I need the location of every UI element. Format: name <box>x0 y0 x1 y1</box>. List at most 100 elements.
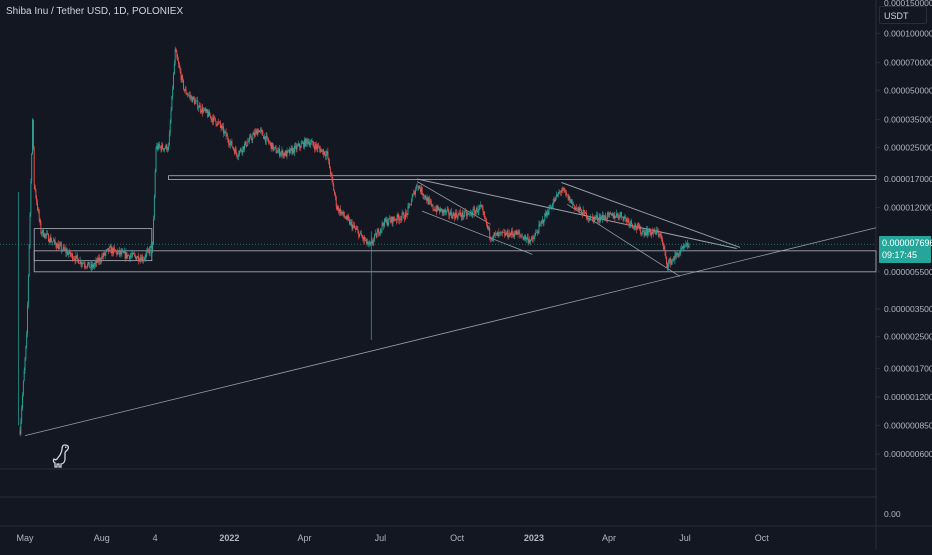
candle <box>656 227 658 234</box>
candle <box>427 196 429 205</box>
candle <box>350 219 352 227</box>
candle <box>675 250 677 259</box>
price-tick-label: 0.000005500 <box>884 267 932 277</box>
candle <box>226 133 228 137</box>
candle <box>190 94 192 100</box>
candle <box>418 185 420 191</box>
candle <box>80 259 82 268</box>
candle <box>362 234 364 242</box>
candle <box>20 417 22 437</box>
candle <box>245 139 247 148</box>
candle <box>505 230 507 237</box>
candle <box>105 249 107 257</box>
candle <box>90 260 92 271</box>
candle <box>360 230 362 236</box>
candle <box>240 147 242 152</box>
candle <box>102 252 104 260</box>
candle <box>113 245 114 257</box>
candle <box>103 251 105 257</box>
candle <box>254 128 255 139</box>
candle <box>489 225 491 241</box>
candle <box>284 149 286 157</box>
candle <box>299 143 300 151</box>
candle <box>42 229 43 237</box>
candle <box>538 220 540 235</box>
candle <box>349 219 351 226</box>
candle <box>55 242 57 249</box>
candle <box>214 117 216 122</box>
candle <box>322 149 324 156</box>
candle <box>63 243 65 251</box>
candle <box>264 136 266 145</box>
candle <box>115 250 117 254</box>
candle <box>218 121 220 124</box>
candle <box>250 134 252 141</box>
candle <box>33 146 35 189</box>
candle <box>260 126 262 134</box>
time-tick-label: Oct <box>450 533 465 543</box>
candle <box>467 211 469 216</box>
candle <box>511 227 513 238</box>
candle <box>630 220 632 228</box>
candle <box>127 254 129 259</box>
candle <box>519 229 521 239</box>
candle <box>83 260 85 270</box>
candle <box>602 212 604 219</box>
candle <box>274 146 275 151</box>
candle <box>180 68 182 83</box>
candle <box>119 251 121 258</box>
currency-selector[interactable]: USDT <box>879 6 927 24</box>
candle <box>195 97 197 105</box>
price-tick-label: 0.000025000 <box>884 142 932 152</box>
candle <box>324 150 326 160</box>
candle <box>92 261 94 271</box>
candle <box>453 211 455 216</box>
candle <box>253 130 255 136</box>
candle <box>296 143 298 152</box>
candle <box>553 196 555 204</box>
price-tick-label: 0.000017000 <box>884 174 932 184</box>
candle <box>440 208 442 212</box>
candle <box>348 214 350 221</box>
candle <box>585 212 587 214</box>
candle <box>45 233 47 239</box>
current-price-value: 0.000007696 <box>882 238 932 248</box>
candle <box>259 130 260 133</box>
candle <box>56 243 58 252</box>
candle <box>461 209 463 221</box>
candle <box>213 113 215 126</box>
candle <box>366 238 368 247</box>
time-tick-label: 4 <box>153 533 158 543</box>
candle <box>310 138 312 146</box>
candle <box>591 213 593 222</box>
candle <box>262 129 264 136</box>
candle <box>361 234 363 239</box>
candle <box>228 139 230 148</box>
candle <box>408 202 410 209</box>
candle <box>175 48 177 52</box>
candle <box>354 226 356 233</box>
candle <box>487 224 489 231</box>
candle <box>483 210 485 217</box>
candle <box>395 218 397 225</box>
candle <box>637 222 639 228</box>
candle <box>520 234 522 239</box>
candle <box>639 223 641 232</box>
time-tick-label: Oct <box>755 533 770 543</box>
candle <box>392 216 394 227</box>
candle <box>116 250 118 257</box>
candle <box>108 248 109 255</box>
candle <box>401 209 403 221</box>
candle <box>562 187 564 191</box>
candle <box>430 198 431 206</box>
candle <box>100 257 102 265</box>
candle <box>455 209 456 220</box>
candle <box>679 250 681 256</box>
candle <box>204 106 206 113</box>
candle <box>455 209 457 218</box>
candle <box>304 137 306 147</box>
volume-zero-label: 0.00 <box>884 509 901 519</box>
candle <box>476 205 478 213</box>
